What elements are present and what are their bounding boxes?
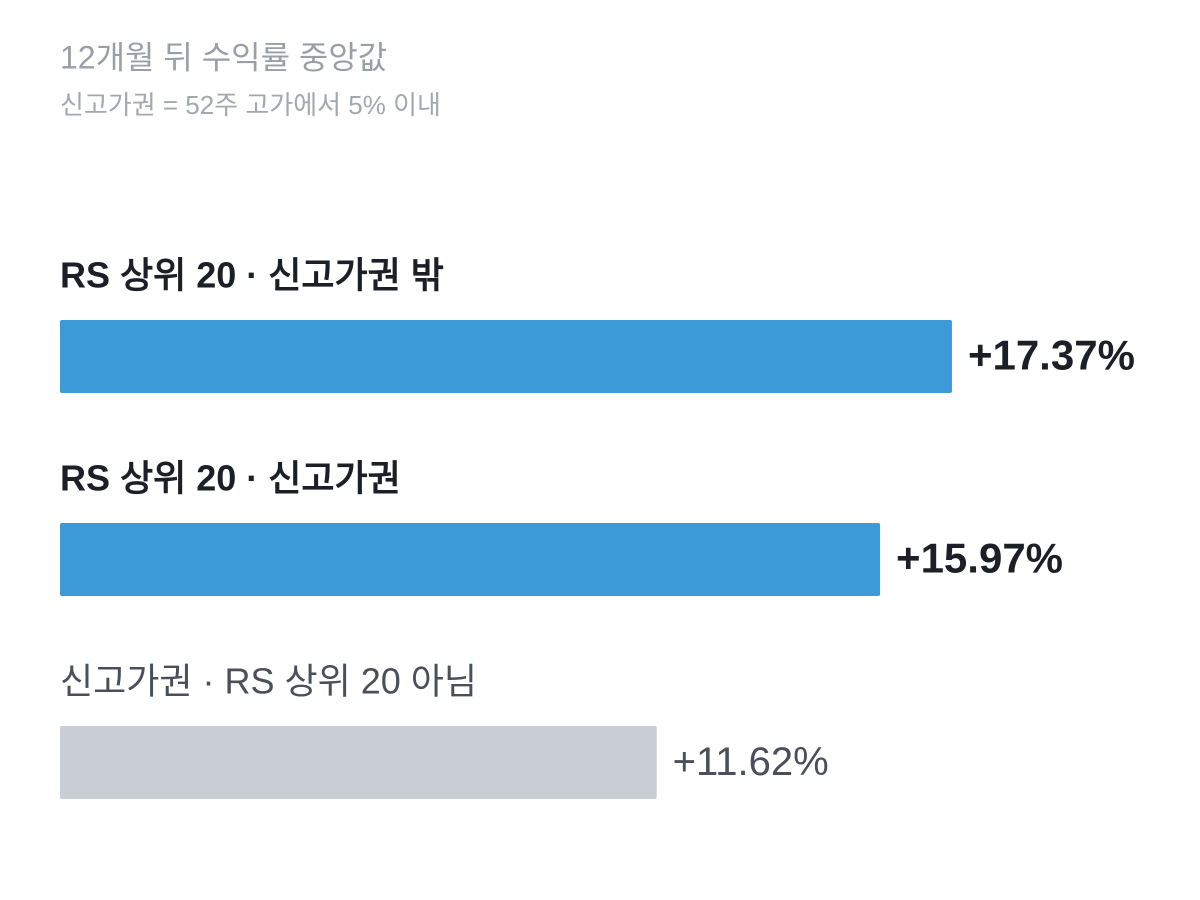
value-label: +15.97% — [896, 535, 1063, 582]
value-label: +17.37% — [968, 332, 1135, 379]
category-label: RS 상위 20 · 신고가권 — [60, 458, 401, 499]
category-label: 신고가권 · RS 상위 20 아님 — [60, 661, 477, 702]
value-label: +11.62% — [673, 740, 829, 784]
chart-subtitle: 신고가권 = 52주 고가에서 5% 이내 — [60, 90, 441, 120]
bar — [60, 726, 657, 799]
bar — [60, 523, 881, 596]
chart-title: 12개월 뒤 수익률 중앙값 — [60, 39, 387, 75]
category-label: RS 상위 20 · 신고가권 밖 — [60, 255, 444, 296]
bar — [60, 320, 952, 393]
